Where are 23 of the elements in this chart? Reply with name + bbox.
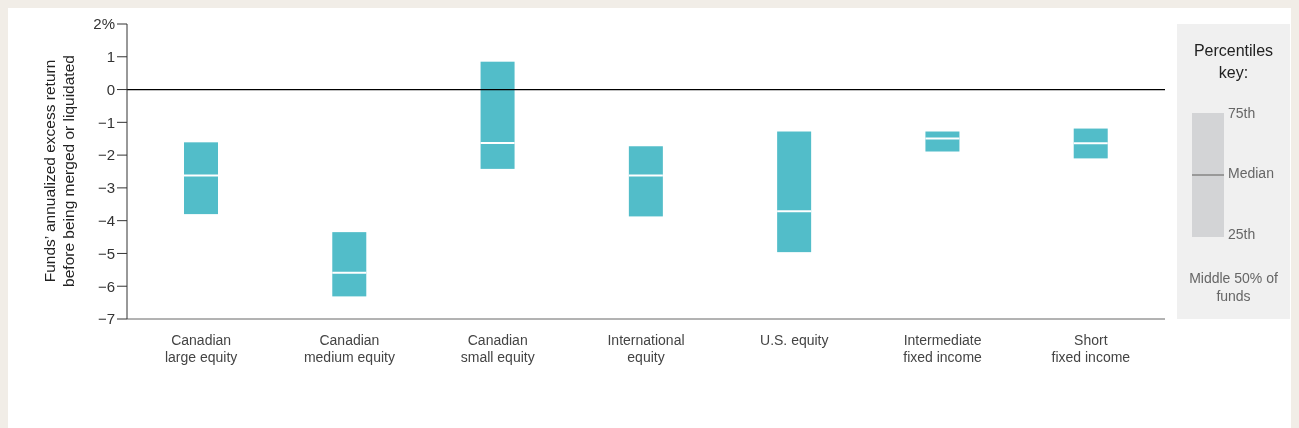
y-tick-label: −6 [97, 277, 115, 295]
text: Middle 50% of funds [1188, 269, 1279, 305]
text: Median [1228, 165, 1274, 181]
legend-title: Percentiles key: [1192, 41, 1275, 83]
y-tick-label: −1 [97, 113, 115, 131]
y-tick-label: −7 [97, 310, 115, 328]
x-tick-label: U.S. equity [760, 332, 829, 348]
x-tick-label: Short fixed income [1051, 332, 1131, 365]
x-tick-label: Canadian medium equity [303, 332, 395, 365]
x-tick-label: Canadian small equity [460, 332, 535, 365]
y-tick-label: −2 [97, 146, 115, 164]
y-tick-label: 0 [106, 80, 115, 98]
y-tick-label: −3 [97, 179, 115, 197]
text: 75th [1228, 105, 1256, 121]
x-tick-label: International equity [607, 332, 685, 365]
y-tick-label: −5 [97, 244, 115, 262]
x-tick-label: Canadian large equity [164, 332, 238, 365]
x-tick-label: Intermediate fixed income [903, 332, 983, 365]
y-tick-label: 2% [93, 15, 115, 33]
y-tick-label: −4 [97, 211, 115, 229]
y-axis-title: Funds’ annualized excess return before being merged or liquidated [40, 54, 78, 289]
text: 25th [1228, 226, 1256, 242]
y-tick-label: 1 [106, 48, 115, 66]
